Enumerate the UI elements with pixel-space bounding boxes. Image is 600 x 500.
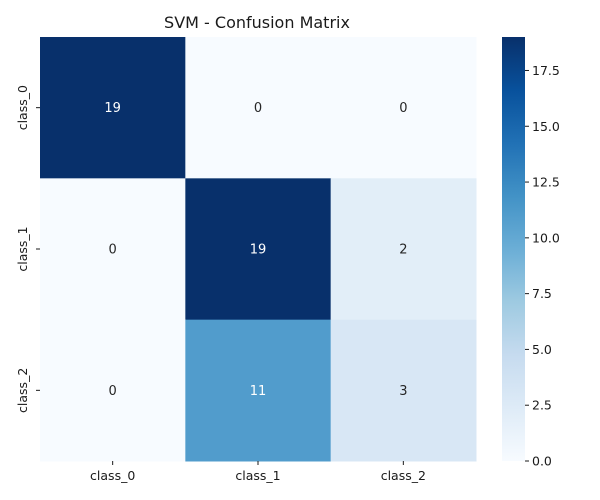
colorbar-tick-label-7: 17.5 — [532, 63, 560, 78]
colorbar-ticks: 0.0 2.5 5.0 7.5 10.0 12.5 15.0 17.5 — [525, 63, 560, 469]
x-axis: class_0 class_1 class_2 — [90, 461, 426, 483]
colorbar-tick-label-6: 15.0 — [532, 119, 560, 134]
colorbar-tick-label-0: 0.0 — [532, 454, 552, 469]
heatmap-cells — [40, 37, 477, 462]
heatmap-cell-0-1 — [185, 37, 332, 179]
y-axis: class_0 class_1 class_2 — [15, 85, 40, 413]
cell-value-2-0: 0 — [109, 384, 117, 399]
heatmap-cell-1-1 — [185, 178, 332, 321]
heatmap-cell-2-0 — [40, 319, 186, 462]
x-tick-label-0: class_0 — [90, 468, 135, 483]
cell-value-1-2: 2 — [399, 243, 407, 258]
colorbar-tick-label-5: 12.5 — [532, 175, 560, 190]
heatmap-cell-1-2 — [330, 178, 477, 321]
heatmap-cell-0-2 — [330, 37, 477, 179]
colorbar-tick-label-2: 5.0 — [532, 342, 552, 357]
x-tick-label-1: class_1 — [235, 468, 280, 483]
x-tick-label-2: class_2 — [381, 468, 426, 483]
cell-value-0-0: 19 — [104, 101, 121, 116]
y-tick-label-0: class_0 — [15, 85, 30, 130]
cell-value-0-2: 0 — [399, 101, 407, 116]
colorbar-gradient — [502, 37, 525, 461]
colorbar-tick-label-1: 2.5 — [532, 398, 552, 413]
cell-value-1-0: 0 — [109, 243, 117, 258]
y-tick-label-1: class_1 — [15, 226, 30, 271]
colorbar-tick-label-4: 10.0 — [532, 230, 560, 245]
colorbar: 0.0 2.5 5.0 7.5 10.0 12.5 15.0 17.5 — [502, 37, 560, 469]
cell-value-2-1: 11 — [250, 384, 267, 399]
colorbar-tick-label-3: 7.5 — [532, 286, 552, 301]
chart-title: SVM - Confusion Matrix — [164, 13, 350, 32]
heatmap-cell-labels: 19 0 0 0 19 2 0 11 3 — [104, 101, 407, 399]
cell-value-0-1: 0 — [254, 101, 262, 116]
cell-value-2-2: 3 — [399, 384, 407, 399]
heatmap-cell-1-0 — [40, 178, 186, 321]
cell-value-1-1: 19 — [250, 243, 267, 258]
y-tick-label-2: class_2 — [15, 368, 30, 413]
heatmap-cell-0-0 — [40, 37, 186, 179]
heatmap-cell-2-2 — [330, 319, 477, 462]
heatmap-cell-2-1 — [185, 319, 332, 462]
